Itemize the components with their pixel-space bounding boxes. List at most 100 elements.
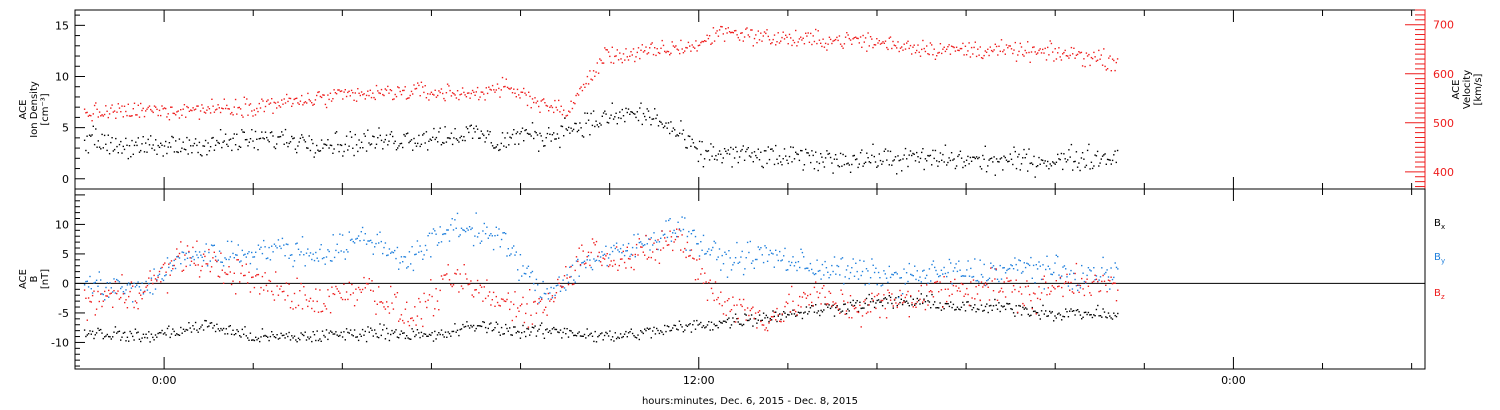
- bz-point-139: [269, 280, 272, 283]
- bz-point-755: [1093, 280, 1095, 283]
- bx-point-702: [1022, 306, 1024, 309]
- by-point-278: [455, 227, 457, 229]
- density-point-186: [316, 144, 318, 147]
- by-point-451: [686, 235, 689, 238]
- bz-point-245: [411, 317, 413, 319]
- bx-point-682: [995, 304, 997, 306]
- by-point-174: [316, 257, 318, 259]
- density-point-777: [1053, 162, 1055, 164]
- bz-point-569: [844, 313, 846, 315]
- density-point-820: [1106, 158, 1109, 161]
- velocity-point-698: [954, 50, 957, 52]
- velocity-point-567: [791, 44, 793, 47]
- bx-point-503: [756, 322, 758, 324]
- by-point-213: [368, 240, 370, 242]
- velocity-point-451: [646, 53, 648, 55]
- by-point-172: [313, 259, 316, 262]
- bx-point-165: [304, 331, 306, 333]
- velocity-point-538: [755, 34, 757, 36]
- velocity-point-128: [243, 96, 245, 98]
- bx-point-176: [319, 338, 321, 340]
- bx-point-466: [706, 324, 709, 326]
- by-point-734: [1065, 268, 1067, 270]
- bx-point-363: [569, 329, 571, 332]
- by-point-255: [424, 244, 427, 247]
- bz-point-540: [805, 297, 808, 299]
- bx-point-396: [613, 340, 615, 342]
- bz-point-670: [979, 299, 981, 301]
- bx-point-234: [396, 336, 399, 338]
- bz-point-496: [746, 307, 749, 309]
- bz-point-332: [527, 326, 530, 328]
- by-point-476: [720, 269, 722, 271]
- bx-point-137: [267, 336, 269, 338]
- bz-point-419: [644, 254, 646, 256]
- density-point-338: [505, 146, 507, 148]
- bz-point-145: [277, 294, 280, 296]
- bx-point-626: [920, 293, 922, 295]
- velocity-point-174: [301, 94, 303, 97]
- velocity-point-72: [173, 112, 176, 115]
- density-point-683: [936, 160, 938, 162]
- velocity-point-655: [901, 46, 903, 48]
- velocity-point-75: [177, 110, 179, 112]
- bz-point-641: [940, 289, 943, 291]
- bx-point-700: [1019, 305, 1021, 307]
- bx-point-18: [108, 335, 110, 338]
- velocity-point-546: [765, 32, 767, 35]
- velocity-point-44: [138, 116, 141, 118]
- density-point-305: [464, 139, 466, 142]
- velocity-point-89: [194, 108, 197, 110]
- bx-point-72: [180, 326, 182, 329]
- by-point-585: [865, 268, 868, 270]
- density-point-56: [153, 149, 156, 151]
- bx-point-543: [809, 307, 812, 309]
- bx-point-207: [360, 335, 362, 337]
- velocity-point-552: [772, 38, 774, 41]
- density-point-521: [733, 157, 736, 159]
- by-point-730: [1059, 277, 1062, 280]
- density-point-28: [118, 143, 121, 146]
- density-point-63: [162, 155, 164, 157]
- velocity-point-221: [359, 94, 361, 97]
- velocity-point-196: [328, 98, 330, 101]
- bz-point-564: [837, 308, 840, 310]
- velocity-point-318: [480, 91, 482, 93]
- velocity-point-32: [123, 105, 126, 107]
- bx-point-398: [615, 337, 618, 340]
- bz-point-346: [546, 314, 548, 316]
- velocity-point-628: [867, 32, 869, 34]
- bz-point-408: [629, 258, 631, 260]
- bx-point-624: [918, 299, 920, 302]
- density-point-91: [197, 151, 199, 154]
- velocity-point-253: [399, 90, 401, 93]
- bz-point-96: [212, 257, 214, 259]
- by-point-532: [795, 261, 797, 264]
- density-point-584: [812, 154, 814, 157]
- density-point-318: [480, 130, 482, 132]
- bx-point-383: [595, 341, 598, 343]
- density-point-189: [319, 150, 322, 152]
- bx-point-38: [134, 328, 137, 330]
- density-point-453: [649, 116, 651, 119]
- bz-point-278: [455, 273, 457, 275]
- by-point-537: [801, 251, 804, 254]
- bz-point-436: [666, 244, 669, 246]
- density-point-797: [1078, 162, 1080, 164]
- by-point-105: [224, 257, 226, 259]
- bx-point-278: [455, 331, 457, 333]
- velocity-point-651: [896, 47, 898, 49]
- bz-point-211: [365, 282, 368, 285]
- bx-point-438: [669, 330, 671, 332]
- by-point-60: [164, 275, 166, 277]
- by-point-300: [484, 233, 487, 235]
- bx-point-415: [638, 338, 640, 341]
- by-point-250: [418, 251, 420, 253]
- bx-point-665: [972, 307, 975, 309]
- bx-point-380: [591, 335, 594, 337]
- bx-point-663: [970, 305, 972, 307]
- velocity-point-654: [899, 47, 902, 49]
- by-point-217: [374, 246, 376, 248]
- velocity-point-21: [110, 107, 112, 109]
- density-point-329: [494, 147, 496, 149]
